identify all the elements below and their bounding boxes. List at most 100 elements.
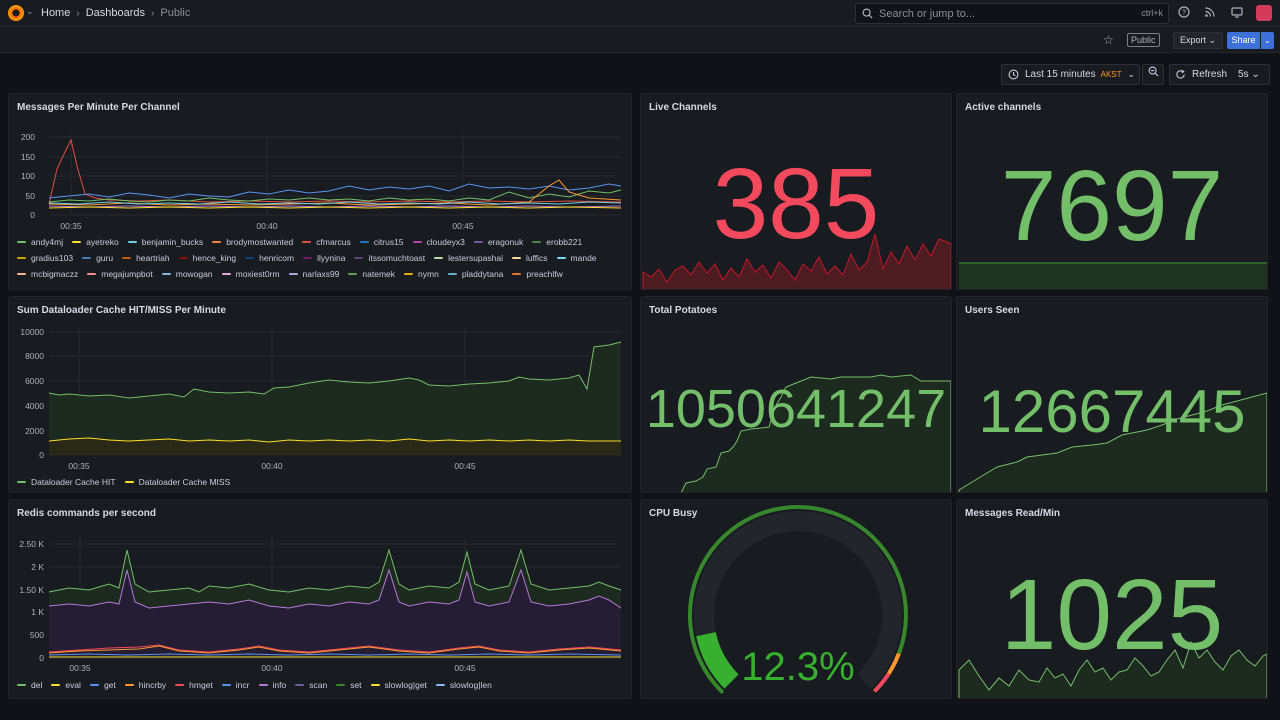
time-range-label: Last 15 minutes: [1025, 69, 1096, 80]
export-button[interactable]: Export ⌄: [1173, 32, 1224, 49]
legend-item[interactable]: info: [258, 680, 286, 690]
chevron-down-icon[interactable]: ⌄: [26, 6, 34, 16]
legend-label: narlaxs99: [302, 269, 340, 279]
panel-messages-read[interactable]: Messages Read/Min 1025: [956, 499, 1268, 699]
public-badge: Public: [1127, 33, 1160, 47]
legend-item[interactable]: hence_king: [178, 253, 236, 263]
panel-total-potatoes[interactable]: Total Potatoes 1050641247: [640, 296, 952, 493]
refresh-interval-picker[interactable]: 5s ⌄: [1238, 69, 1260, 80]
legend-swatch: [511, 256, 521, 260]
legend-item[interactable]: llyynina: [303, 253, 345, 263]
legend-item[interactable]: erobb221: [532, 237, 582, 247]
legend-item[interactable]: scan: [295, 680, 327, 690]
legend-item[interactable]: brodymostwanted: [212, 237, 293, 247]
legend-item[interactable]: megajumpbot: [87, 269, 153, 279]
legend-item[interactable]: lestersupashai: [434, 253, 503, 263]
panel-users-seen[interactable]: Users Seen 12667445: [956, 296, 1268, 493]
panel-cpu-busy[interactable]: CPU Busy 12.3%: [640, 499, 952, 699]
grafana-logo-icon[interactable]: [8, 5, 24, 21]
legend-item[interactable]: cloudeyx3: [412, 237, 465, 247]
legend-label: luffics: [525, 253, 548, 263]
legend-item[interactable]: mcbigmaczz: [17, 269, 78, 279]
legend-swatch: [532, 240, 542, 244]
legend-swatch: [412, 240, 422, 244]
legend-swatch: [124, 480, 134, 484]
legend-item[interactable]: andy4mj: [17, 237, 63, 247]
legend-item[interactable]: henricom: [245, 253, 294, 263]
panel-redis-commands[interactable]: Redis commands per second 2.50 K 2 K 1.5…: [8, 499, 632, 699]
legend-item[interactable]: del: [17, 680, 42, 690]
legend-item[interactable]: get: [89, 680, 116, 690]
legend-swatch: [221, 683, 231, 687]
share-menu-chevron-icon[interactable]: ⌄: [1261, 32, 1274, 49]
legend-swatch: [212, 240, 222, 244]
legend-item[interactable]: Dataloader Cache HIT: [17, 477, 116, 487]
x-tick: 00:40: [256, 221, 278, 231]
legend-swatch: [124, 683, 134, 687]
panel-title: CPU Busy: [649, 508, 698, 519]
legend-item[interactable]: eval: [51, 680, 81, 690]
panel-live-channels[interactable]: Live Channels 385: [640, 93, 952, 290]
stat-value: 1025: [1000, 559, 1224, 671]
legend-swatch: [359, 240, 369, 244]
legend-item[interactable]: natemek: [348, 269, 395, 279]
time-range-picker[interactable]: Last 15 minutes AKST ⌄: [1001, 64, 1140, 85]
legend-swatch: [473, 240, 483, 244]
gauge-threshold-arc: [687, 505, 908, 694]
legend-item[interactable]: itssomuchtoast: [354, 253, 425, 263]
legend-item[interactable]: hmget: [175, 680, 213, 690]
breadcrumb-current: Public: [160, 7, 191, 19]
legend-item[interactable]: Dataloader Cache MISS: [124, 477, 231, 487]
legend-label: eragonuk: [487, 237, 524, 247]
panel-title: Redis commands per second: [17, 508, 156, 519]
legend-item[interactable]: set: [336, 680, 362, 690]
stat-value: 385: [712, 148, 880, 260]
search-input[interactable]: Search or jump to... ctrl+k: [855, 3, 1169, 24]
legend-item[interactable]: luffics: [511, 253, 548, 263]
star-icon[interactable]: ☆: [1103, 33, 1114, 47]
legend-item[interactable]: cfmarcus: [302, 237, 351, 247]
legend-item[interactable]: nymn: [404, 269, 439, 279]
y-tick: 6000: [25, 376, 44, 386]
help-icon[interactable]: ?: [1177, 6, 1191, 20]
share-button[interactable]: Share: [1227, 32, 1260, 49]
zoom-out-icon: [1148, 66, 1158, 77]
breadcrumb-dashboards[interactable]: Dashboards: [85, 7, 146, 19]
legend-item[interactable]: citrus15: [359, 237, 404, 247]
legend-item[interactable]: slowlog|get: [370, 680, 427, 690]
user-avatar[interactable]: [1256, 5, 1272, 21]
legend-item[interactable]: hincrby: [124, 680, 166, 690]
x-tick: 00:45: [454, 461, 476, 471]
legend-swatch: [404, 272, 414, 276]
legend-label: del: [31, 680, 43, 690]
legend-item[interactable]: benjamin_bucks: [127, 237, 203, 247]
legend-item[interactable]: pladdytana: [447, 269, 503, 279]
gauge-threshold-orange: [886, 652, 901, 675]
panel-messages-per-minute[interactable]: Messages Per Minute Per Channel 200 150 …: [8, 93, 632, 290]
legend-item[interactable]: ayetreko: [72, 237, 119, 247]
legend-item[interactable]: narlaxs99: [288, 269, 340, 279]
panel-title: Active channels: [965, 102, 1042, 113]
legend-item[interactable]: moxiest0rm: [221, 269, 280, 279]
legend-item[interactable]: slowlog|len: [435, 680, 492, 690]
legend-label: Dataloader Cache MISS: [138, 477, 231, 487]
rss-news-icon[interactable]: [1203, 6, 1217, 20]
monitor-icon[interactable]: [1230, 6, 1244, 20]
panel-dataloader-cache[interactable]: Sum Dataloader Cache HIT/MISS Per Minute…: [8, 296, 632, 493]
zoom-out-button[interactable]: [1142, 64, 1164, 85]
legend-item[interactable]: heartriah: [122, 253, 170, 263]
breadcrumb-home[interactable]: Home: [41, 7, 71, 19]
legend-item[interactable]: guru: [82, 253, 113, 263]
y-tick: 0: [39, 450, 44, 460]
legend-item[interactable]: eragonuk: [473, 237, 524, 247]
legend-swatch: [122, 256, 132, 260]
panel-active-channels[interactable]: Active channels 7697: [956, 93, 1268, 290]
legend-item[interactable]: mande: [556, 253, 597, 263]
legend-item[interactable]: incr: [221, 680, 250, 690]
legend-item[interactable]: preachlfw: [512, 269, 563, 279]
legend-item[interactable]: gradius103: [17, 253, 73, 263]
legend-swatch: [354, 256, 364, 260]
refresh-button[interactable]: Refresh 5s ⌄: [1169, 64, 1270, 85]
legend-swatch: [556, 256, 566, 260]
legend-item[interactable]: mowogan: [161, 269, 213, 279]
